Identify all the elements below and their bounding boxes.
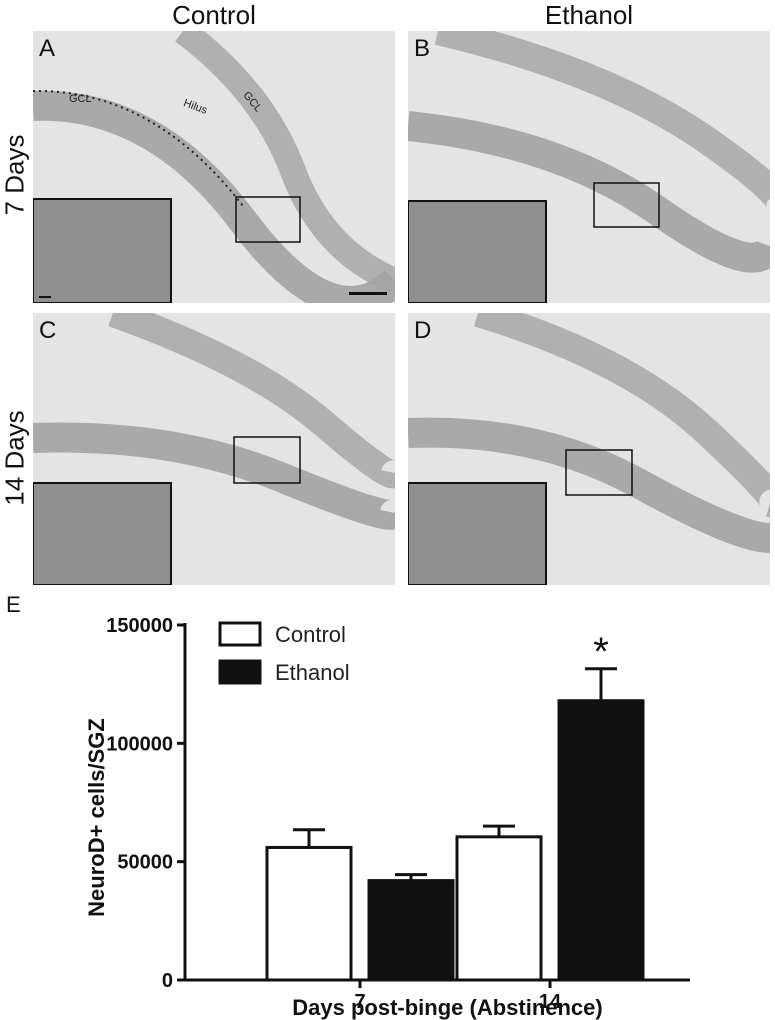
- micrograph-panel-d: D: [408, 313, 770, 585]
- column-header-control: Control: [172, 0, 256, 30]
- x-tick-label: 7: [354, 991, 365, 1013]
- panel-letter-e: E: [6, 592, 21, 617]
- y-axis-label: NeuroD+ cells/SGZ: [84, 718, 109, 917]
- column-header-ethanol: Ethanol: [544, 0, 634, 30]
- y-tick-label: 150000: [106, 615, 173, 637]
- panel-letter-c: C: [39, 317, 57, 344]
- bar-control-7: [265, 845, 353, 982]
- y-tick-label: 50000: [117, 852, 173, 874]
- row-header-14-days: 14 Days: [0, 410, 30, 506]
- tissue-image-c: [33, 313, 395, 585]
- significance-marker: *: [593, 630, 609, 674]
- panel-letter-d: D: [414, 317, 432, 344]
- tissue-image-a: [33, 31, 395, 303]
- bar-chart: 0 50000 100000 150000 7 14 * Control Ethanol Days…: [84, 615, 690, 1020]
- legend-swatch-control: [218, 621, 262, 647]
- bar-ethanol-7: [367, 879, 455, 982]
- legend-label-ethanol: Ethanol: [275, 660, 350, 685]
- y-tick-label: 100000: [106, 733, 173, 755]
- legend-label-control: Control: [275, 622, 346, 647]
- micrograph-panel-b: B: [408, 31, 770, 303]
- tissue-image-d: [408, 313, 770, 585]
- x-axis-label: Days post-binge (Abstinence): [292, 995, 602, 1020]
- tissue-image-b: [408, 31, 770, 303]
- row-header-7-days: 7 Days: [0, 134, 30, 216]
- micrograph-panel-a: A GCL Hilus GCL: [33, 31, 395, 303]
- gcl-label-left: GCL: [69, 93, 92, 105]
- panel-letter-b: B: [414, 35, 431, 62]
- y-tick-label: 0: [162, 970, 173, 992]
- legend-swatch-ethanol: [218, 659, 262, 685]
- bar-ethanol-14: [557, 699, 645, 982]
- bar-control-14: [455, 835, 543, 982]
- panel-letter-a: A: [39, 35, 56, 62]
- x-tick-label: 14: [539, 991, 562, 1013]
- micrograph-panel-c: C: [33, 313, 395, 585]
